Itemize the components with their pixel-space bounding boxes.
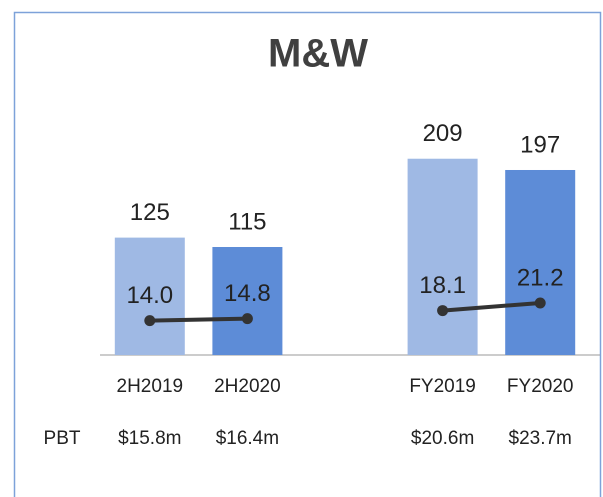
bar-value-label: 209 (423, 120, 463, 147)
row-value: $15.8m (118, 428, 181, 449)
bar-value-label: 115 (228, 208, 266, 235)
line-point (241, 313, 253, 325)
line-point (534, 297, 546, 309)
row-label: PBT (44, 428, 81, 449)
bar (212, 247, 283, 355)
line-point (437, 305, 449, 317)
line (149, 316, 248, 323)
x-tick-label: 2H2019 (117, 376, 184, 397)
bar-value-label: 125 (130, 199, 170, 226)
chart-title: M&W (268, 32, 368, 76)
row-value: $16.4m (216, 428, 279, 449)
line-point (144, 315, 156, 327)
line-value-label: 14.8 (224, 280, 271, 307)
bar (407, 158, 478, 355)
bar (505, 169, 576, 355)
x-tick-label: 2H2020 (214, 376, 281, 397)
x-tick-label: FY2019 (409, 376, 476, 397)
frame (13, 11, 602, 497)
bar-value-label: 197 (520, 131, 560, 158)
line-value-label: 14.0 (126, 282, 173, 309)
line-value-label: 21.2 (517, 264, 564, 291)
x-tick-label: FY2020 (507, 376, 574, 397)
line (442, 300, 541, 313)
line-value-label: 18.1 (419, 272, 466, 299)
row-value: $23.7m (509, 428, 572, 449)
bar (114, 237, 185, 355)
row-value: $20.6m (411, 428, 474, 449)
